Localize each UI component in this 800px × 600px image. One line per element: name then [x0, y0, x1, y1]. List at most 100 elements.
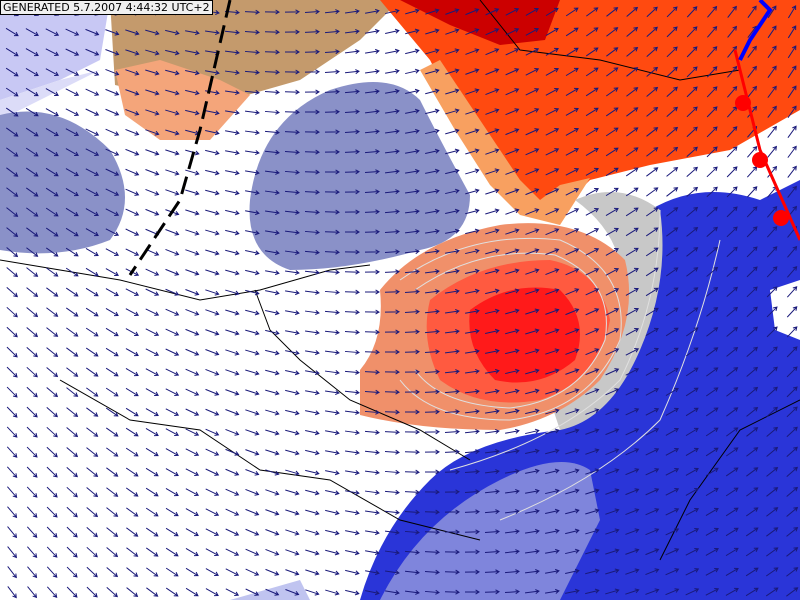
- wind-arrow: [525, 348, 540, 355]
- wind-arrow: [485, 288, 500, 295]
- wind-arrow: [145, 388, 159, 397]
- wind-arrow: [767, 105, 777, 118]
- wind-arrow: [787, 25, 797, 39]
- wind-arrow: [324, 149, 340, 155]
- wind-arrow: [45, 187, 59, 197]
- wind-arrow: [645, 387, 660, 396]
- wind-arrow: [464, 489, 480, 495]
- wind-arrow: [465, 348, 480, 354]
- wind-arrow: [344, 229, 360, 235]
- wind-arrow: [405, 188, 420, 194]
- wind-arrow: [766, 326, 778, 338]
- wind-arrow: [265, 250, 280, 256]
- wind-arrow: [524, 569, 540, 574]
- wind-arrow: [725, 507, 739, 517]
- wind-arrow: [125, 407, 139, 417]
- wind-arrow: [625, 348, 640, 356]
- wind-arrow: [364, 129, 380, 135]
- wind-arrow: [565, 67, 579, 77]
- wind-arrow: [65, 28, 80, 36]
- wind-arrow: [165, 189, 180, 196]
- wind-arrow: [365, 68, 380, 74]
- wind-arrow: [585, 47, 599, 57]
- wind-arrow: [7, 506, 18, 519]
- wind-arrow: [424, 389, 440, 395]
- wind-arrow: [165, 488, 179, 497]
- wind-arrow: [705, 588, 720, 596]
- wind-arrow: [425, 208, 440, 214]
- wind-arrow: [685, 347, 699, 357]
- wind-arrow: [545, 308, 560, 315]
- wind-arrow: [685, 548, 700, 556]
- wind-arrow: [505, 448, 520, 454]
- wind-arrow: [464, 589, 480, 595]
- wind-arrow: [106, 487, 119, 497]
- wind-arrow: [726, 346, 739, 357]
- wind-arrow: [405, 168, 420, 174]
- wind-arrow: [585, 508, 600, 515]
- wind-arrow: [5, 87, 19, 97]
- wind-arrow: [65, 188, 79, 197]
- wind-arrow: [145, 467, 159, 477]
- wind-arrow: [505, 148, 520, 156]
- wind-arrow: [106, 547, 119, 558]
- wind-arrow: [384, 529, 400, 535]
- wind-arrow: [364, 490, 380, 495]
- wind-arrow: [225, 130, 240, 136]
- wind-arrow: [725, 447, 739, 457]
- wind-arrow: [726, 166, 738, 178]
- wind-arrow: [364, 229, 380, 235]
- wind-arrow: [545, 27, 559, 36]
- wind-arrow: [304, 49, 320, 55]
- wind-arrow: [786, 366, 798, 378]
- gray-band: [550, 192, 663, 430]
- wind-arrow: [726, 146, 738, 158]
- wind-arrow: [325, 549, 340, 556]
- wind-arrow: [284, 89, 300, 95]
- wind-arrow: [225, 488, 240, 496]
- wind-arrow: [726, 387, 739, 397]
- wind-arrow: [224, 49, 240, 55]
- wind-arrow: [545, 268, 560, 276]
- wind-arrow: [345, 490, 360, 496]
- wind-arrow: [707, 25, 718, 38]
- wind-arrow: [585, 488, 600, 495]
- wind-arrow: [505, 388, 520, 394]
- wind-arrow: [787, 105, 797, 119]
- wind-arrow: [786, 306, 798, 318]
- wind-arrow: [105, 248, 120, 257]
- wind-arrow: [245, 170, 260, 176]
- wind-arrow: [786, 446, 798, 458]
- wind-arrow: [405, 8, 420, 15]
- blue-edge: [380, 462, 600, 600]
- wind-arrow: [45, 68, 60, 77]
- wind-arrow: [725, 567, 739, 576]
- wind-arrow: [65, 307, 79, 317]
- wind-arrow: [545, 208, 560, 216]
- wind-arrow: [404, 389, 420, 395]
- wind-arrow: [265, 429, 280, 436]
- wind-arrow: [385, 68, 400, 74]
- wind-arrow: [205, 329, 220, 336]
- wind-arrow: [545, 328, 560, 335]
- wind-arrow: [165, 109, 180, 116]
- wind-arrow: [185, 548, 199, 557]
- wind-arrow: [484, 449, 500, 454]
- wind-arrow: [45, 48, 60, 56]
- wind-arrow: [525, 228, 540, 235]
- wind-arrow: [304, 129, 320, 135]
- wind-arrow: [545, 87, 560, 96]
- wind-arrow: [46, 407, 58, 418]
- wind-arrow: [46, 586, 58, 598]
- wind-arrow: [625, 508, 640, 516]
- wind-arrow: [364, 389, 380, 395]
- wind-arrow: [625, 428, 640, 436]
- wind-arrow: [225, 329, 240, 336]
- wind-arrow: [726, 186, 738, 198]
- wind-arrow: [404, 349, 420, 355]
- wind-arrow: [646, 86, 659, 97]
- wind-arrow: [625, 327, 640, 336]
- wind-arrow: [565, 308, 580, 316]
